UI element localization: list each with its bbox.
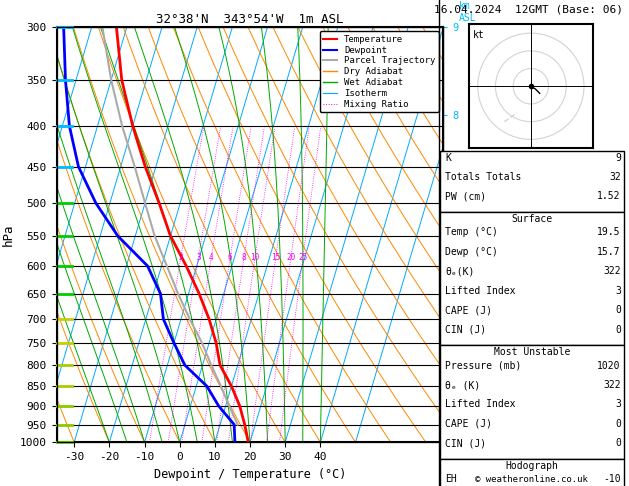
Text: 32: 32 — [609, 172, 621, 182]
Text: 6: 6 — [228, 253, 233, 262]
Text: CIN (J): CIN (J) — [445, 438, 486, 449]
Text: 15: 15 — [271, 253, 281, 262]
Text: 25: 25 — [298, 253, 308, 262]
Text: Lifted Index: Lifted Index — [445, 399, 516, 410]
Text: 4: 4 — [209, 253, 214, 262]
Text: 16.04.2024  12GMT (Base: 06): 16.04.2024 12GMT (Base: 06) — [434, 5, 623, 15]
Text: Dewp (°C): Dewp (°C) — [445, 247, 498, 257]
Text: 20: 20 — [286, 253, 296, 262]
Text: 19.5: 19.5 — [598, 227, 621, 238]
Text: 0: 0 — [615, 419, 621, 429]
Text: 0: 0 — [615, 325, 621, 335]
Title: 32°38'N  343°54'W  1m ASL: 32°38'N 343°54'W 1m ASL — [156, 13, 344, 26]
Text: 8: 8 — [242, 253, 247, 262]
Text: 10: 10 — [250, 253, 260, 262]
Text: 2: 2 — [179, 253, 183, 262]
Text: Surface: Surface — [511, 214, 553, 224]
Text: 15.7: 15.7 — [598, 247, 621, 257]
Text: θₑ (K): θₑ (K) — [445, 380, 481, 390]
Text: kt: kt — [472, 31, 484, 40]
Text: Temp (°C): Temp (°C) — [445, 227, 498, 238]
Text: km
ASL: km ASL — [459, 1, 477, 22]
Text: 322: 322 — [603, 380, 621, 390]
Text: 9: 9 — [615, 153, 621, 163]
Text: 0: 0 — [615, 305, 621, 315]
Text: © weatheronline.co.uk: © weatheronline.co.uk — [475, 474, 588, 484]
Text: Totals Totals: Totals Totals — [445, 172, 521, 182]
Text: 3: 3 — [196, 253, 201, 262]
Text: Pressure (mb): Pressure (mb) — [445, 361, 521, 371]
Text: K: K — [445, 153, 451, 163]
Text: 1020: 1020 — [598, 361, 621, 371]
Text: CAPE (J): CAPE (J) — [445, 305, 493, 315]
Text: θₑ(K): θₑ(K) — [445, 266, 475, 277]
Text: 1.52: 1.52 — [598, 191, 621, 202]
Text: 3: 3 — [615, 399, 621, 410]
Text: PW (cm): PW (cm) — [445, 191, 486, 202]
Y-axis label: hPa: hPa — [1, 223, 14, 246]
Text: Most Unstable: Most Unstable — [494, 347, 571, 357]
Text: 3: 3 — [615, 286, 621, 296]
Text: LCL: LCL — [447, 423, 465, 433]
Legend: Temperature, Dewpoint, Parcel Trajectory, Dry Adiabat, Wet Adiabat, Isotherm, Mi: Temperature, Dewpoint, Parcel Trajectory… — [320, 31, 439, 112]
Text: Hodograph: Hodograph — [506, 461, 559, 471]
Text: CIN (J): CIN (J) — [445, 325, 486, 335]
Text: CAPE (J): CAPE (J) — [445, 419, 493, 429]
X-axis label: Dewpoint / Temperature (°C): Dewpoint / Temperature (°C) — [154, 468, 346, 481]
Text: Mixing Ratio (g/kg): Mixing Ratio (g/kg) — [470, 199, 481, 311]
Text: 0: 0 — [615, 438, 621, 449]
Text: EH: EH — [445, 474, 457, 485]
Text: 322: 322 — [603, 266, 621, 277]
Text: -10: -10 — [603, 474, 621, 485]
Text: Lifted Index: Lifted Index — [445, 286, 516, 296]
